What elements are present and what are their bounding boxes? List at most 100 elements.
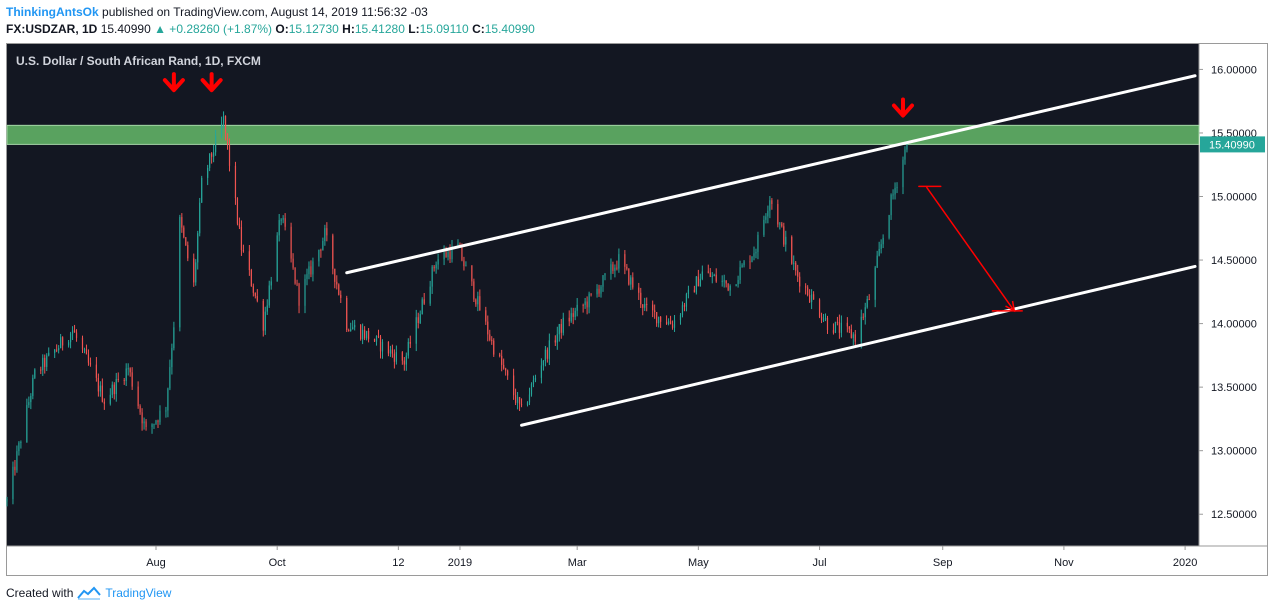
candle-body (405, 355, 407, 365)
candle-body (375, 335, 378, 342)
candle-body (721, 280, 723, 282)
candle-body (471, 265, 473, 282)
candle-body (167, 388, 169, 411)
candle-body (32, 377, 34, 396)
candle-body (582, 304, 584, 306)
candle-body (683, 305, 686, 307)
candle-body (141, 412, 143, 424)
candle-body (387, 341, 390, 354)
price-chart[interactable]: U.S. Dollar / South African Rand, 1D, FX… (6, 43, 1268, 576)
tradingview-brand[interactable]: TradingView (105, 586, 172, 600)
candle-body (779, 223, 781, 225)
candle-body (332, 235, 334, 269)
candle-body (513, 375, 515, 396)
candle-body (532, 380, 535, 384)
candle-body (749, 261, 751, 263)
candle-body (153, 423, 155, 425)
candle-body (81, 337, 84, 350)
candle-body (40, 369, 42, 371)
candle-body (795, 262, 797, 271)
candle-body (54, 349, 56, 353)
candle-body (181, 217, 183, 228)
candle-body (505, 368, 507, 371)
candle-body (793, 262, 795, 264)
candle-body (811, 294, 813, 303)
publish-info: ThinkingAntsOk published on TradingView.… (6, 5, 428, 21)
x-tick-label: Nov (1054, 557, 1074, 569)
candle-body (56, 349, 58, 351)
candle-body (725, 280, 727, 284)
candle-body (769, 200, 771, 211)
candle-body (95, 364, 97, 378)
last-price: 15.40990 (100, 22, 151, 36)
candle-body (28, 402, 30, 406)
candle-body (197, 233, 199, 263)
candle-body (890, 194, 892, 216)
author-link[interactable]: ThinkingAntsOk (6, 5, 99, 19)
y-tick-label: 12.50000 (1211, 509, 1257, 521)
candle-body (207, 167, 209, 178)
candle-body (143, 421, 145, 424)
candle-body (282, 218, 284, 220)
candle-body (771, 200, 773, 205)
candle-body (409, 341, 411, 344)
candle-body (437, 259, 439, 265)
candle-body (379, 336, 382, 352)
candle-body (667, 321, 670, 325)
candle-body (818, 299, 821, 317)
candle-body (777, 204, 779, 225)
candle-body (30, 395, 32, 403)
candle-body (463, 260, 465, 267)
candle-body (449, 251, 451, 260)
candle-body (44, 357, 46, 367)
candle-body (540, 365, 543, 378)
candle-body (640, 292, 642, 305)
candle-body (381, 341, 384, 352)
candle-body (763, 219, 765, 235)
candle-body (711, 275, 713, 277)
candle-body (6, 499, 8, 502)
candle-body (12, 466, 14, 500)
candle-body (612, 264, 614, 271)
candle-body (836, 321, 839, 323)
candle-body (501, 356, 503, 365)
candle-body (242, 250, 245, 252)
candle-body (618, 254, 620, 269)
candle-body (290, 226, 292, 259)
candle-body (528, 394, 531, 403)
candle-body (451, 246, 453, 260)
candle-body (20, 442, 22, 444)
candle-body (155, 420, 157, 424)
candle-body (866, 299, 868, 308)
candle-body (781, 223, 783, 227)
candle-body (824, 317, 827, 320)
candle-body (485, 310, 487, 322)
resistance-zone (6, 124, 1200, 145)
candle-body (904, 149, 906, 160)
symbol-label[interactable]: FX:USDZAR, 1D (6, 22, 98, 36)
candle-body (598, 288, 600, 294)
candle-body (111, 384, 113, 395)
candle-body (240, 226, 243, 251)
candle-body (312, 261, 314, 275)
candle-body (419, 314, 421, 323)
candle-body (159, 410, 161, 423)
candle-body (423, 299, 425, 304)
candle-body (892, 194, 894, 196)
candle-body (407, 341, 409, 356)
candle-body (654, 310, 656, 313)
candle-body (783, 226, 785, 245)
candle-body (518, 397, 521, 405)
candle-body (215, 135, 217, 153)
candle-body (435, 264, 437, 269)
time-axis (7, 546, 1267, 575)
candle-body (832, 330, 835, 333)
close-label: C: (472, 22, 485, 36)
candle-body (546, 349, 548, 359)
candle-body (707, 271, 709, 273)
candle-body (534, 377, 537, 381)
candle-body (429, 286, 431, 304)
candle-body (417, 317, 419, 323)
candle-body (767, 210, 769, 217)
high-label: H: (342, 22, 355, 36)
